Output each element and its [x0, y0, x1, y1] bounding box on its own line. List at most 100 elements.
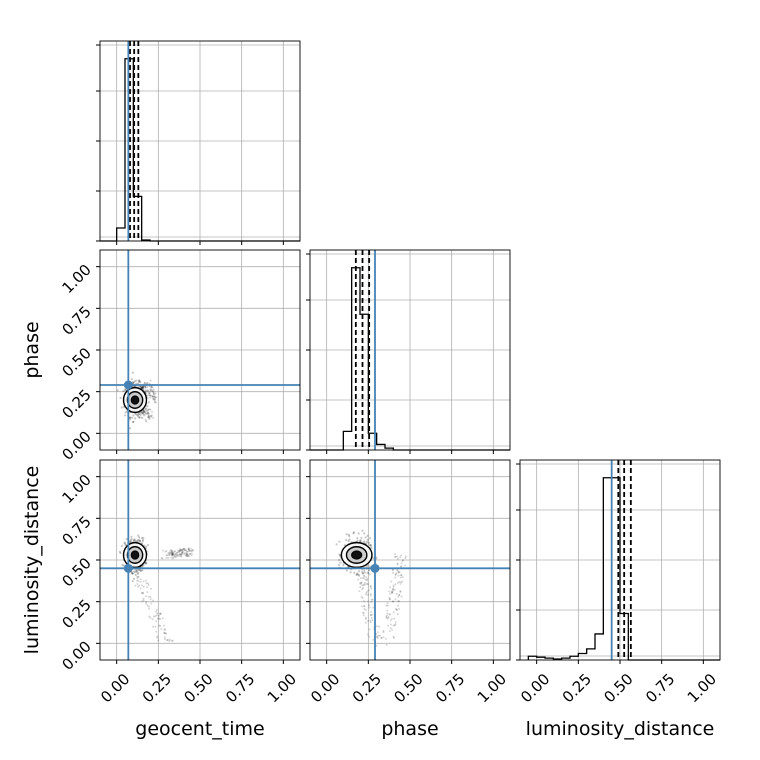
tail-point-1: [397, 571, 400, 574]
sample-point: [137, 415, 140, 418]
sample-point: [141, 540, 144, 543]
tail-point-0: [145, 601, 148, 604]
sample-point: [116, 389, 119, 392]
tail-point-0: [149, 595, 152, 598]
tail-point-0: [144, 418, 147, 421]
tail-point-0: [163, 636, 166, 639]
sample-point: [135, 570, 138, 573]
sample-point: [137, 413, 140, 417]
tail-point-1: [382, 636, 385, 639]
sample-point: [347, 533, 351, 537]
tail-point-1: [388, 590, 391, 593]
tail-point-1: [181, 549, 184, 552]
tail-point-1: [146, 386, 149, 389]
tail-point-1: [399, 590, 402, 593]
tail-point-1: [153, 397, 156, 400]
sample-point: [131, 580, 134, 583]
tail-point-0: [359, 582, 362, 585]
tail-point-0: [145, 405, 148, 408]
tail-point-1: [186, 553, 189, 556]
sample-point: [128, 427, 131, 430]
sample-point: [140, 386, 144, 389]
sample-point: [123, 541, 126, 544]
tail-point-0: [146, 412, 149, 415]
tail-point-1: [147, 390, 150, 393]
tail-point-0: [157, 639, 160, 642]
ytick-label: 0.25: [58, 386, 94, 422]
tail-point-1: [188, 553, 191, 556]
sample-point: [368, 543, 371, 547]
tail-point-1: [144, 386, 147, 389]
tail-point-1: [388, 613, 391, 616]
sample-point: [367, 541, 371, 545]
tail-point-1: [386, 617, 389, 620]
tail-point-1: [150, 388, 153, 391]
tail-point-1: [137, 380, 140, 383]
tail-point-0: [357, 578, 360, 581]
tail-point-0: [132, 570, 135, 573]
tail-point-1: [169, 552, 172, 555]
tail-point-1: [143, 381, 146, 384]
tail-point-1: [172, 552, 175, 555]
tail-point-0: [143, 414, 146, 417]
tail-point-0: [136, 572, 139, 575]
tail-point-1: [171, 553, 174, 556]
tail-point-1: [382, 630, 385, 633]
tail-point-0: [357, 573, 360, 576]
tail-point-1: [153, 400, 156, 403]
tail-point-1: [144, 388, 147, 391]
tail-point-0: [154, 615, 157, 618]
tail-point-1: [144, 386, 147, 389]
tail-point-1: [390, 590, 393, 593]
tail-point-0: [364, 616, 367, 619]
sample-point: [138, 539, 142, 543]
tail-point-0: [377, 631, 380, 634]
sample-point: [132, 420, 135, 423]
tail-point-1: [392, 585, 395, 588]
tail-point-1: [392, 600, 395, 603]
sample-point: [141, 385, 145, 389]
tail-point-1: [188, 549, 191, 552]
tail-point-0: [142, 409, 145, 412]
tail-point-1: [149, 389, 152, 392]
tail-point-0: [152, 615, 155, 618]
tail-point-0: [159, 612, 162, 615]
tail-point-0: [365, 591, 368, 594]
tail-point-0: [148, 416, 151, 419]
tail-point-0: [378, 634, 381, 637]
tail-point-0: [145, 602, 148, 605]
tail-point-1: [399, 582, 402, 585]
sample-point: [137, 568, 140, 572]
tail-point-0: [363, 605, 366, 608]
sample-point: [375, 557, 378, 560]
tail-point-0: [147, 605, 150, 608]
tail-point-1: [400, 581, 403, 584]
tail-point-1: [154, 401, 157, 404]
tail-point-1: [396, 608, 399, 611]
tail-point-1: [392, 636, 395, 639]
tail-point-1: [151, 390, 154, 393]
tail-point-1: [154, 398, 157, 401]
sample-point: [339, 561, 342, 564]
tail-point-0: [147, 412, 150, 415]
tail-point-1: [176, 551, 179, 554]
sample-point: [134, 412, 137, 416]
tail-point-0: [360, 581, 363, 584]
tail-point-1: [380, 636, 383, 639]
tail-point-1: [389, 592, 392, 595]
sample-point: [352, 531, 356, 534]
tail-point-1: [145, 390, 148, 393]
sample-point: [338, 540, 341, 543]
tail-point-1: [396, 612, 399, 615]
tail-point-0: [141, 600, 144, 603]
tail-point-0: [140, 411, 143, 414]
tail-point-1: [182, 550, 185, 553]
tail-point-0: [360, 605, 363, 608]
sample-point: [356, 539, 359, 542]
tail-point-0: [362, 600, 365, 603]
tail-point-0: [144, 413, 147, 416]
ytick-label: 0.75: [58, 512, 94, 548]
sample-point: [130, 537, 133, 541]
tail-point-1: [395, 608, 398, 611]
tail-point-1: [170, 553, 173, 556]
